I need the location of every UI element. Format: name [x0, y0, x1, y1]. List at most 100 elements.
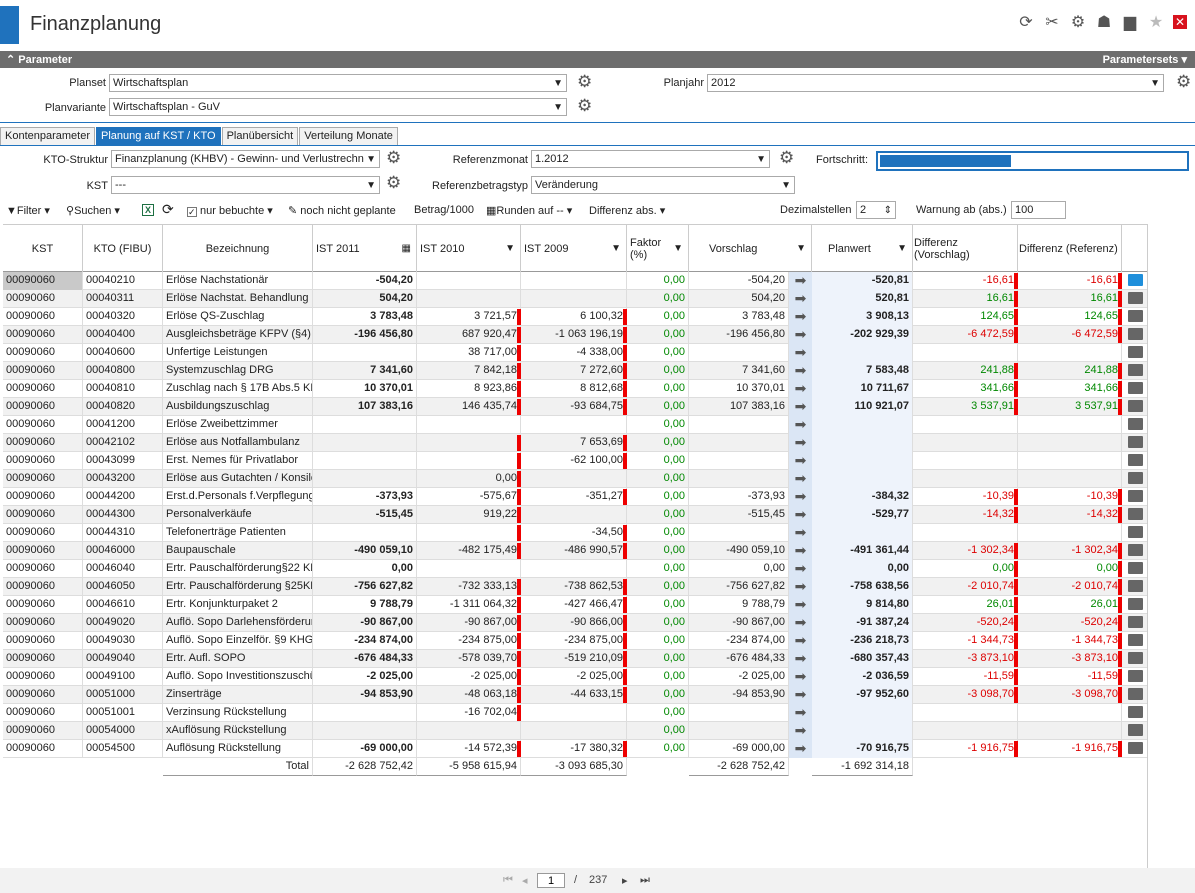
cell-f[interactable]: 0,00 [627, 542, 689, 560]
cell-f[interactable]: 0,00 [627, 560, 689, 578]
col-planwert[interactable]: Planwert ▼ [812, 225, 913, 273]
differenz-menu[interactable]: Differenz abs. ▾ [589, 205, 666, 217]
comment-icon[interactable] [1128, 292, 1143, 304]
chat-icon[interactable]: ▆ [1123, 14, 1137, 31]
col-kst[interactable]: KST [3, 225, 83, 273]
cell-f[interactable]: 0,00 [627, 398, 689, 416]
comment-icon[interactable] [1128, 418, 1143, 430]
cell-f[interactable]: 0,00 [627, 362, 689, 380]
comment-icon[interactable] [1128, 436, 1143, 448]
cell-f[interactable]: 0,00 [627, 686, 689, 704]
table-row[interactable]: 00090060 00040810 Zuschlag nach § 17B Abs.… [3, 380, 1147, 398]
table-row[interactable]: 00090060 00051000 Zinserträge -94 853,90 -48… [3, 686, 1147, 704]
cell-p[interactable]: 0,00 [812, 560, 913, 578]
apply-arrow-icon[interactable]: ➡ [789, 632, 812, 650]
excel-export-icon[interactable]: X [142, 204, 154, 216]
apply-arrow-icon[interactable]: ➡ [789, 704, 812, 722]
filter-button[interactable]: ▼Filter ▾ [6, 205, 50, 217]
cell-p[interactable]: -491 361,44 [812, 542, 913, 560]
comment-icon[interactable] [1128, 616, 1143, 628]
comment-icon[interactable] [1128, 472, 1143, 484]
cell-f[interactable]: 0,00 [627, 632, 689, 650]
comment-icon[interactable] [1128, 688, 1143, 700]
col-bezeichnung[interactable]: Bezeichnung [163, 225, 313, 273]
kst-select[interactable]: --- ▼ [111, 176, 380, 194]
reload-icon[interactable]: ⟳ [162, 201, 174, 217]
apply-arrow-icon[interactable]: ➡ [789, 488, 812, 506]
cell-p[interactable]: 7 583,48 [812, 362, 913, 380]
planset-gear-icon[interactable]: ⚙ [577, 72, 593, 91]
comment-icon[interactable] [1128, 454, 1143, 466]
apply-arrow-icon[interactable]: ➡ [789, 578, 812, 596]
apply-arrow-icon[interactable]: ➡ [789, 650, 812, 668]
table-row[interactable]: 00090060 00051001 Verzinsung Rückstellung -… [3, 704, 1147, 722]
cell-p[interactable]: 3 908,13 [812, 308, 913, 326]
search-button[interactable]: ⚲Suchen ▾ [66, 205, 120, 217]
table-row[interactable]: 00090060 00043200 Erlöse aus Gutachten / K… [3, 470, 1147, 488]
kst-gear-icon[interactable]: ⚙ [386, 173, 402, 192]
apply-arrow-icon[interactable]: ➡ [789, 560, 812, 578]
apply-arrow-icon[interactable]: ➡ [789, 740, 812, 758]
col-vorschlag[interactable]: Vorschlag ▼ [689, 225, 812, 273]
nur-bebuchte-checkbox[interactable]: ✓ nur bebuchte ▾ [187, 205, 273, 217]
cell-p[interactable]: -680 357,43 [812, 650, 913, 668]
chevron-down-icon[interactable]: ▼ [673, 243, 683, 254]
dezimalstellen-stepper[interactable]: 2 ⇕ [856, 201, 896, 219]
col-ist2010[interactable]: IST 2010 ▼ [417, 225, 521, 273]
cell-f[interactable]: 0,00 [627, 434, 689, 452]
comment-icon[interactable] [1128, 724, 1143, 736]
comment-icon[interactable] [1128, 346, 1143, 358]
cell-p[interactable]: -202 929,39 [812, 326, 913, 344]
table-row[interactable]: 00090060 00049020 Auflö. Sopo Darlehensför… [3, 614, 1147, 632]
comment-icon[interactable] [1128, 526, 1143, 538]
table-row[interactable]: 00090060 00046000 Baupauschale -490 059,10-… [3, 542, 1147, 560]
cell-p[interactable]: -384,32 [812, 488, 913, 506]
cell-p[interactable]: 9 814,80 [812, 596, 913, 614]
user-icon[interactable]: ☗ [1096, 14, 1112, 31]
comment-icon[interactable] [1128, 328, 1143, 340]
col-diff-referenz[interactable]: Differenz (Referenz) [1018, 225, 1122, 273]
referenzmonat-gear-icon[interactable]: ⚙ [779, 148, 795, 167]
cell-p[interactable]: 520,81 [812, 290, 913, 308]
table-row[interactable]: 00090060 00040210 Erlöse Nachstationär -504… [3, 272, 1147, 290]
planvariante-select[interactable]: Wirtschaftsplan - GuV ▼ [109, 98, 567, 116]
cell-p[interactable]: -91 387,24 [812, 614, 913, 632]
chevron-down-icon[interactable]: ▼ [611, 243, 621, 254]
cell-f[interactable]: 0,00 [627, 380, 689, 398]
table-row[interactable]: 00090060 00044310 Telefonerträge Patienten… [3, 524, 1147, 542]
apply-arrow-icon[interactable]: ➡ [789, 542, 812, 560]
tab-verteilung-monate[interactable]: Verteilung Monate [299, 127, 398, 145]
close-icon[interactable]: ✕ [1173, 15, 1187, 29]
planjahr-select[interactable]: 2012 ▼ [707, 74, 1164, 92]
cell-p[interactable]: -236 218,73 [812, 632, 913, 650]
kto-gear-icon[interactable]: ⚙ [386, 148, 402, 167]
prev-page-icon[interactable]: ◂ [522, 875, 528, 887]
comment-icon[interactable] [1128, 382, 1143, 394]
comment-icon[interactable] [1128, 400, 1143, 412]
apply-arrow-icon[interactable]: ➡ [789, 326, 812, 344]
cell-f[interactable]: 0,00 [627, 452, 689, 470]
warnung-input[interactable]: 100 [1011, 201, 1066, 219]
chevron-down-icon[interactable]: ▼ [505, 243, 515, 254]
last-page-icon[interactable]: ⏭ [640, 874, 650, 886]
cell-f[interactable]: 0,00 [627, 740, 689, 758]
runden-menu[interactable]: ▦Runden auf -- ▾ [486, 205, 573, 217]
col-diff-vorschlag[interactable]: Differenz (Vorschlag) [913, 225, 1018, 273]
table-row[interactable]: 00090060 00040820 Ausbildungszuschlag 107 3… [3, 398, 1147, 416]
chevron-down-icon[interactable]: ▼ [796, 243, 806, 254]
chevron-down-icon[interactable]: ▼ [897, 243, 907, 254]
cell-f[interactable]: 0,00 [627, 344, 689, 362]
cell-f[interactable]: 0,00 [627, 290, 689, 308]
parameter-bar[interactable]: ⌃ Parameter Parametersets ▾ [0, 51, 1195, 68]
calculator-icon[interactable]: ▦ [401, 243, 411, 254]
cell-p[interactable]: -758 638,56 [812, 578, 913, 596]
comment-icon[interactable] [1128, 490, 1143, 502]
apply-arrow-icon[interactable]: ➡ [789, 398, 812, 416]
cell-f[interactable]: 0,00 [627, 578, 689, 596]
cell-f[interactable]: 0,00 [627, 470, 689, 488]
table-row[interactable]: 00090060 00044300 Personalverkäufe -515,45 9… [3, 506, 1147, 524]
cell-f[interactable]: 0,00 [627, 614, 689, 632]
table-row[interactable]: 00090060 00046050 Ertr. Pauschalförderung … [3, 578, 1147, 596]
comment-icon[interactable] [1128, 652, 1143, 664]
